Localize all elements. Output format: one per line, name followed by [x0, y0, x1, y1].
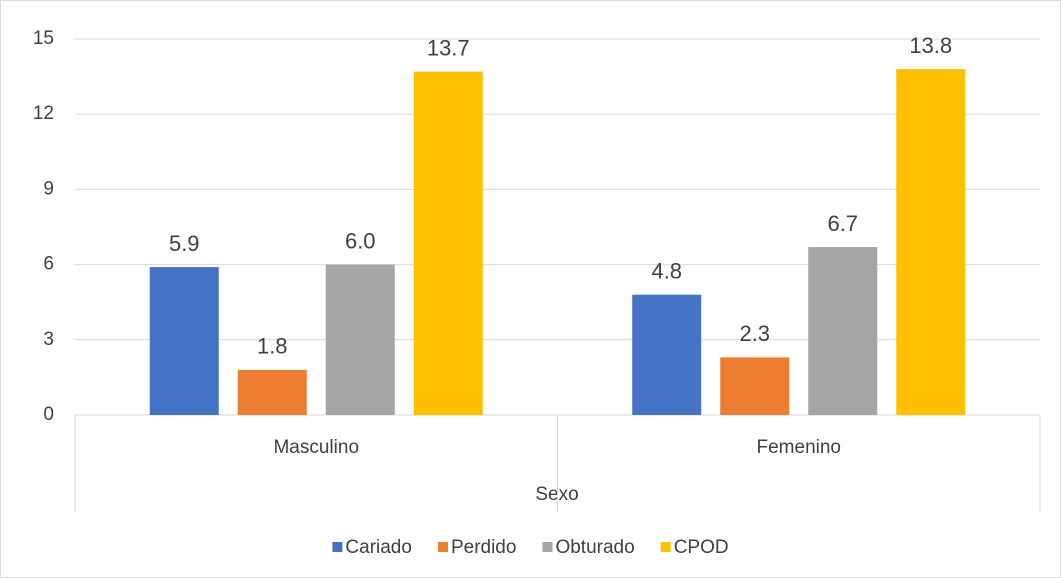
data-label: 2.3: [739, 321, 770, 346]
data-label: 5.9: [169, 231, 200, 256]
y-tick-label: 6: [43, 254, 54, 275]
legend-swatch: [437, 542, 448, 552]
legend-swatch: [660, 542, 671, 552]
legend-label: Perdido: [451, 537, 517, 558]
data-label: 13.7: [427, 35, 470, 60]
data-label: 6.0: [345, 228, 376, 253]
data-label: 6.7: [827, 211, 858, 236]
bar: [896, 69, 966, 415]
bar: [413, 71, 483, 415]
x-tick-label: Femenino: [757, 437, 842, 458]
data-label: 13.8: [909, 33, 952, 58]
legend-swatch: [542, 542, 553, 552]
legend-label: Obturado: [555, 537, 634, 558]
bar: [237, 369, 307, 415]
y-tick-label: 3: [43, 329, 54, 350]
bar: [149, 267, 219, 415]
legend-label: CPOD: [674, 537, 729, 558]
bar: [808, 247, 878, 415]
x-tick-label: Masculino: [273, 437, 359, 458]
y-tick-label: 15: [33, 28, 54, 49]
y-tick-label: 9: [43, 178, 54, 199]
y-tick-label: 0: [43, 404, 54, 425]
y-tick-label: 12: [33, 103, 54, 124]
data-label: 1.8: [257, 334, 288, 359]
legend-swatch: [332, 542, 343, 552]
bar: [632, 294, 702, 415]
data-label: 4.8: [651, 258, 682, 283]
legend-label: Cariado: [345, 537, 412, 558]
bar: [325, 264, 395, 415]
bar: [720, 357, 790, 415]
